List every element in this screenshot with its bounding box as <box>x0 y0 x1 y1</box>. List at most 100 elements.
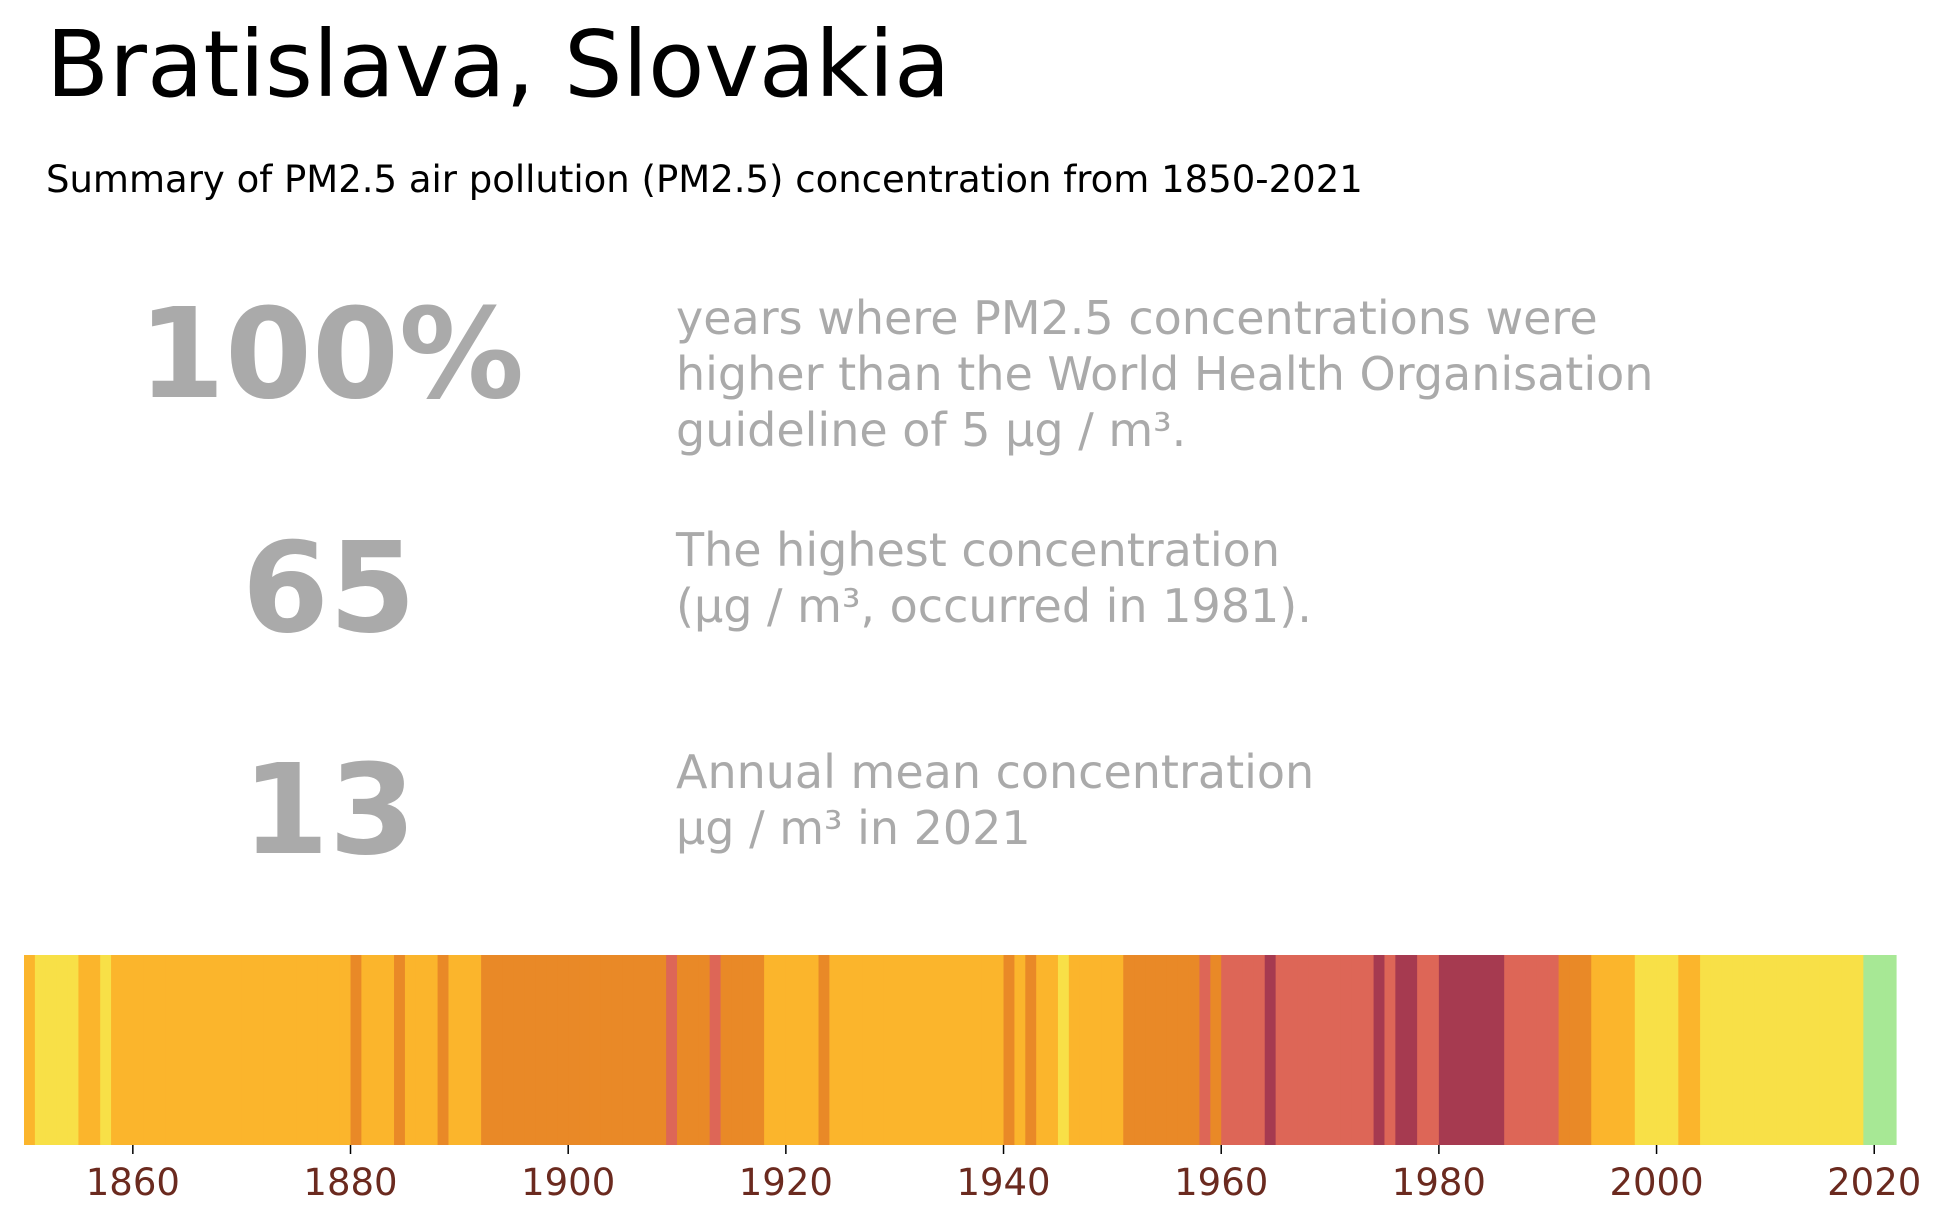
year-stripe <box>1242 955 1255 1145</box>
year-stripe <box>905 955 918 1145</box>
stat-annual-mean-description: Annual mean concentration µg / m³ in 202… <box>676 744 1314 856</box>
year-stripe <box>78 955 90 1145</box>
year-stripe <box>1047 955 1059 1145</box>
year-stripe <box>1471 955 1484 1145</box>
stat-percent-description: years where PM2.5 concentrations were hi… <box>676 290 1653 458</box>
year-stripe <box>742 955 754 1145</box>
year-stripe <box>992 955 1005 1145</box>
x-tick-label: 2000 <box>1609 1161 1703 1204</box>
year-stripe <box>1428 955 1440 1145</box>
year-stripe <box>981 955 994 1145</box>
year-stripe <box>1025 955 1037 1145</box>
year-stripe <box>100 955 112 1145</box>
year-stripe <box>1166 955 1179 1145</box>
year-stripe <box>1493 955 1505 1145</box>
year-stripe <box>1743 955 1756 1145</box>
year-stripe <box>1101 955 1113 1145</box>
year-stripe <box>600 955 613 1145</box>
year-stripe <box>394 955 406 1145</box>
year-stripe <box>796 955 809 1145</box>
year-stripe <box>829 955 841 1145</box>
year-stripe <box>1667 955 1679 1145</box>
year-stripe <box>622 955 635 1145</box>
stat-percent-line: years where PM2.5 concentrations were <box>676 291 1598 345</box>
year-stripe <box>165 955 177 1145</box>
year-stripe <box>960 955 972 1145</box>
year-stripe <box>1036 955 1048 1145</box>
year-stripe <box>219 955 232 1145</box>
year-stripe <box>448 955 460 1145</box>
year-stripe <box>187 955 199 1145</box>
year-stripe <box>720 955 733 1145</box>
stat-percent-line: higher than the World Health Organisatio… <box>676 347 1654 401</box>
year-stripe <box>1134 955 1146 1145</box>
year-stripe <box>198 955 210 1145</box>
year-stripe <box>241 955 254 1145</box>
year-stripe <box>807 955 820 1145</box>
x-tick-label: 1880 <box>303 1161 397 1204</box>
year-stripe <box>557 955 569 1145</box>
year-stripe <box>1275 955 1288 1145</box>
year-stripe <box>1373 955 1386 1145</box>
stat-highest-line: The highest concentration <box>676 523 1280 577</box>
year-stripe <box>230 955 243 1145</box>
year-stripe <box>426 955 439 1145</box>
year-stripe <box>492 955 504 1145</box>
year-stripe <box>1438 955 1451 1145</box>
year-stripe <box>339 955 352 1145</box>
year-stripe <box>274 955 286 1145</box>
year-stripe <box>1787 955 1799 1145</box>
year-stripe <box>67 955 80 1145</box>
x-tick-label: 1920 <box>739 1161 833 1204</box>
year-stripe <box>1841 955 1854 1145</box>
year-stripe <box>34 955 47 1145</box>
year-stripe <box>1536 955 1549 1145</box>
year-stripe <box>1068 955 1081 1145</box>
year-stripe <box>1253 955 1266 1145</box>
year-stripe <box>753 955 765 1145</box>
year-stripe <box>437 955 450 1145</box>
year-stripe <box>1145 955 1157 1145</box>
year-stripe <box>1678 955 1690 1145</box>
year-stripe <box>252 955 265 1145</box>
year-stripe <box>970 955 983 1145</box>
year-stripe <box>1525 955 1538 1145</box>
year-stripe <box>524 955 537 1145</box>
year-stripe <box>56 955 69 1145</box>
year-stripe <box>1819 955 1832 1145</box>
year-stripe <box>121 955 134 1145</box>
x-tick-label: 1980 <box>1392 1161 1486 1204</box>
year-stripe <box>459 955 471 1145</box>
year-stripe <box>872 955 885 1145</box>
year-stripe <box>296 955 308 1145</box>
stat-annual-mean-line: µg / m³ in 2021 <box>676 801 1031 855</box>
year-stripe <box>818 955 830 1145</box>
year-stripe <box>731 955 743 1145</box>
year-stripe <box>1754 955 1766 1145</box>
year-stripe <box>1297 955 1309 1145</box>
stat-percent-line: guideline of 5 µg / m³. <box>676 403 1187 457</box>
stat-highest-line: (µg / m³, occurred in 1981). <box>676 579 1312 633</box>
year-stripe <box>372 955 384 1145</box>
year-stripe <box>1852 955 1864 1145</box>
year-stripe <box>1580 955 1592 1145</box>
year-stripe <box>677 955 689 1145</box>
year-stripe <box>263 955 275 1145</box>
year-stripe <box>1689 955 1701 1145</box>
year-stripe <box>45 955 58 1145</box>
year-stripe <box>1656 955 1669 1145</box>
year-stripe <box>1863 955 1875 1145</box>
year-stripe <box>1558 955 1571 1145</box>
year-stripe <box>1602 955 1614 1145</box>
year-stripe <box>143 955 156 1145</box>
year-stripe <box>285 955 297 1145</box>
year-stripe <box>317 955 330 1145</box>
year-stripe <box>633 955 645 1145</box>
year-stripe <box>470 955 482 1145</box>
year-stripe <box>1460 955 1473 1145</box>
year-stripe <box>1591 955 1603 1145</box>
year-stripe <box>1449 955 1462 1145</box>
year-stripe <box>1798 955 1810 1145</box>
year-stripe <box>89 955 101 1145</box>
year-stripe <box>1351 955 1364 1145</box>
